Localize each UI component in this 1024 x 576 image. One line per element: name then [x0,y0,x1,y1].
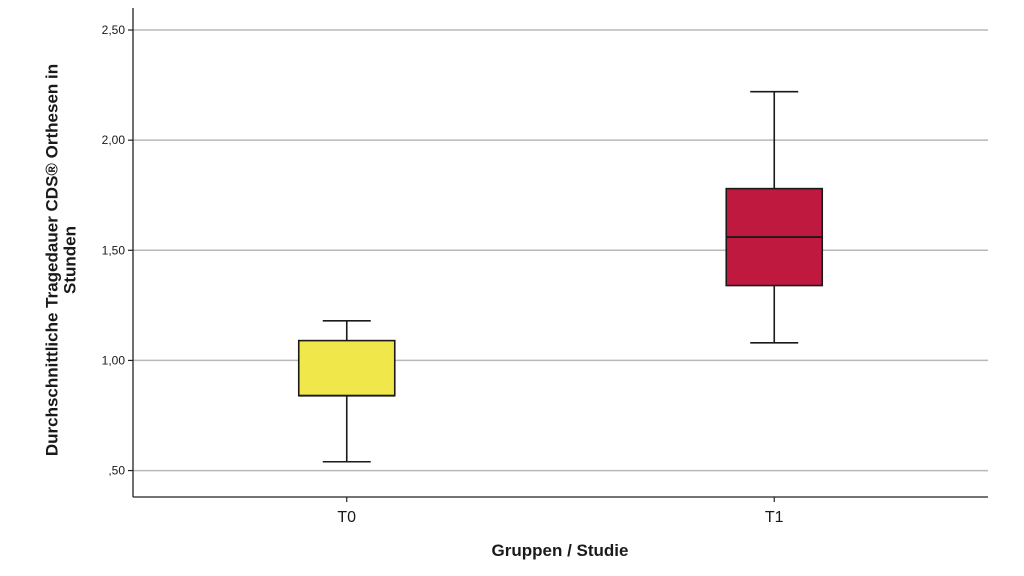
iqr-box [297,339,396,397]
boxes [297,90,824,463]
x-tick-label: T0 [337,509,356,526]
y-tick-label: 1,00 [102,353,126,367]
y-tick-label: 2,00 [102,133,126,147]
box-T0 [297,319,396,463]
box-T1 [725,90,824,344]
gridlines [133,29,988,472]
y-tick-label: 2,50 [102,23,126,37]
y-axis-title-line: Durchschnittliche Tragedauer CDS® Orthes… [42,64,61,456]
y-tick-label: 1,50 [102,243,126,257]
x-tick-label: T1 [765,509,784,526]
y-tick-labels: ,50 1,00 1,50 2,00 2,50 [102,23,126,478]
y-axis-title: Durchschnittliche Tragedauer CDS® Orthes… [42,64,79,456]
y-axis-title-line: Stunden [60,226,79,294]
axes [128,8,988,502]
y-tick-label: ,50 [108,464,125,478]
x-axis-title: Gruppen / Studie [492,541,629,560]
x-tick-labels: T0 T1 [337,509,783,526]
